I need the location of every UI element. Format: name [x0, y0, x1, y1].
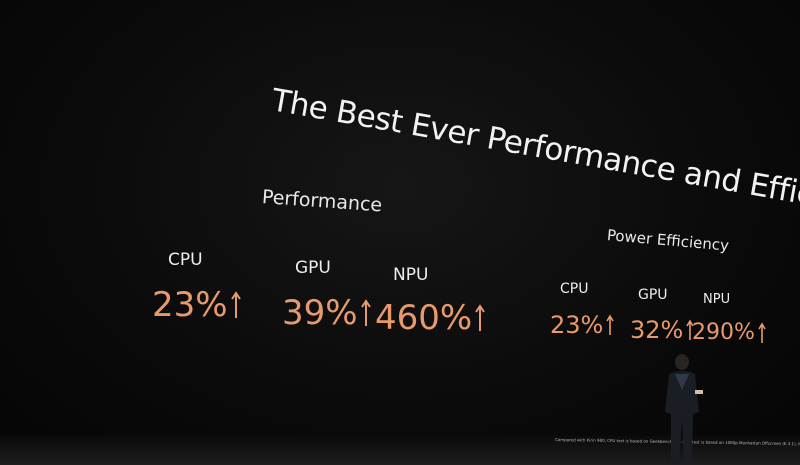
section-heading: Performance	[261, 186, 383, 217]
metric-value-text: 290%	[692, 320, 755, 345]
up-arrow	[686, 319, 695, 340]
metric-value: 290%	[692, 320, 766, 345]
stage-floor	[0, 435, 800, 465]
metric-label: CPU	[560, 281, 589, 297]
metric-label: GPU	[295, 258, 331, 278]
metric-value: 460%	[375, 298, 486, 338]
metric-value: 23%	[550, 311, 615, 339]
metric-label: NPU	[393, 265, 429, 285]
metric-label: NPU	[703, 292, 731, 307]
metric-value-text: 460%	[375, 298, 473, 338]
metric-value-text: 32%	[630, 316, 684, 344]
metric-value: 39%	[282, 293, 371, 333]
metric-label: CPU	[168, 250, 203, 270]
speaker	[665, 354, 703, 462]
metric-label: GPU	[638, 287, 668, 303]
metric-value-text: 23%	[152, 285, 228, 325]
metric-value: 32%	[630, 316, 695, 344]
metric-value-text: 39%	[282, 293, 358, 333]
up-arrow	[475, 304, 486, 331]
up-arrow	[758, 321, 766, 343]
metric-value-text: 23%	[550, 311, 604, 339]
up-arrow	[360, 299, 371, 326]
up-arrow	[230, 291, 241, 318]
section-heading: Power Efficiency	[606, 226, 730, 255]
metric-value: 23%	[152, 285, 241, 325]
up-arrow	[606, 314, 615, 335]
